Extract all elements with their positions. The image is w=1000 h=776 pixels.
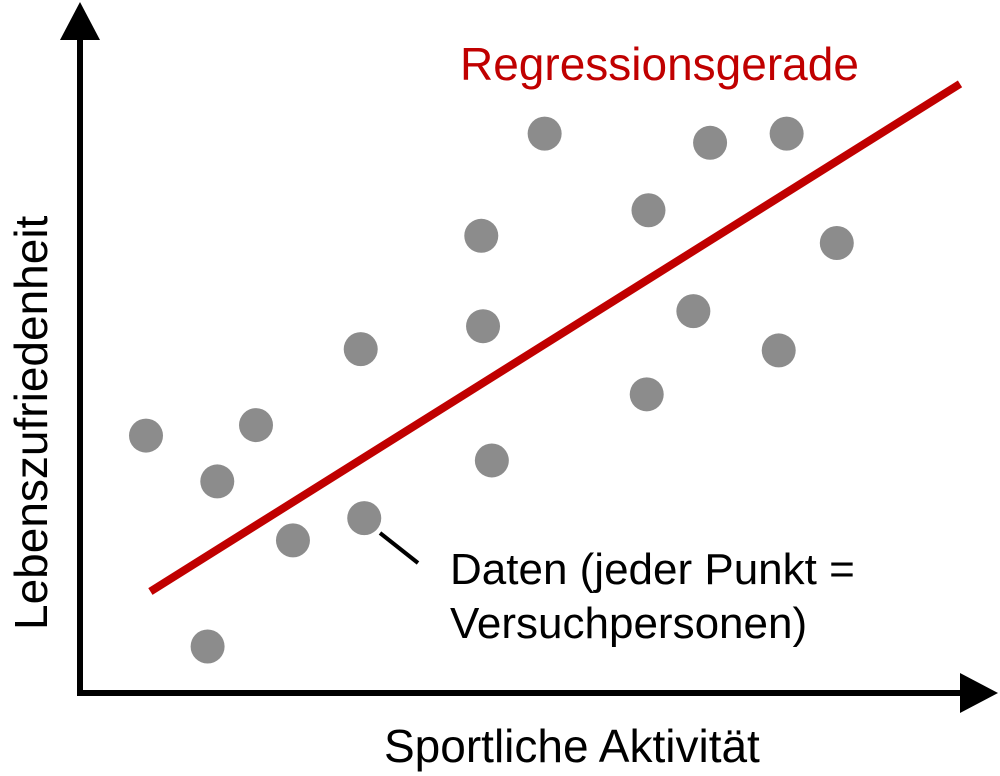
- y-axis-label: Lebenszufriedenheit: [5, 215, 57, 630]
- regression-line: [148, 80, 963, 595]
- data-point-10: [474, 443, 509, 478]
- data-point-16: [761, 333, 796, 368]
- data-point-18: [819, 226, 854, 261]
- data-point-15: [693, 125, 728, 160]
- annotation-callout-line: [378, 531, 420, 565]
- data-point-11: [527, 116, 562, 151]
- data-point-4: [239, 408, 273, 443]
- data-point-6: [343, 332, 378, 367]
- data-point-5: [275, 523, 310, 558]
- data-point-7: [347, 501, 382, 536]
- data-point-17: [769, 116, 804, 151]
- data-point-3: [200, 464, 235, 499]
- annotation-line-1: Daten (jeder Punkt =: [450, 545, 855, 594]
- x-axis-label: Sportliche Aktivität: [384, 720, 760, 772]
- data-points: [129, 116, 854, 664]
- data-point-2: [190, 629, 225, 664]
- regression-line-label: Regressionsgerade: [460, 38, 859, 90]
- data-point-8: [464, 218, 499, 253]
- data-point-14: [676, 294, 711, 329]
- annotation-line-2: Versuchpersonen): [450, 599, 807, 648]
- data-point-13: [631, 193, 666, 228]
- data-point-9: [466, 309, 501, 344]
- y-axis-arrow-icon: [60, 2, 100, 40]
- data-point-1: [129, 418, 163, 453]
- data-point-12: [629, 377, 664, 412]
- x-axis-arrow-icon: [960, 673, 998, 713]
